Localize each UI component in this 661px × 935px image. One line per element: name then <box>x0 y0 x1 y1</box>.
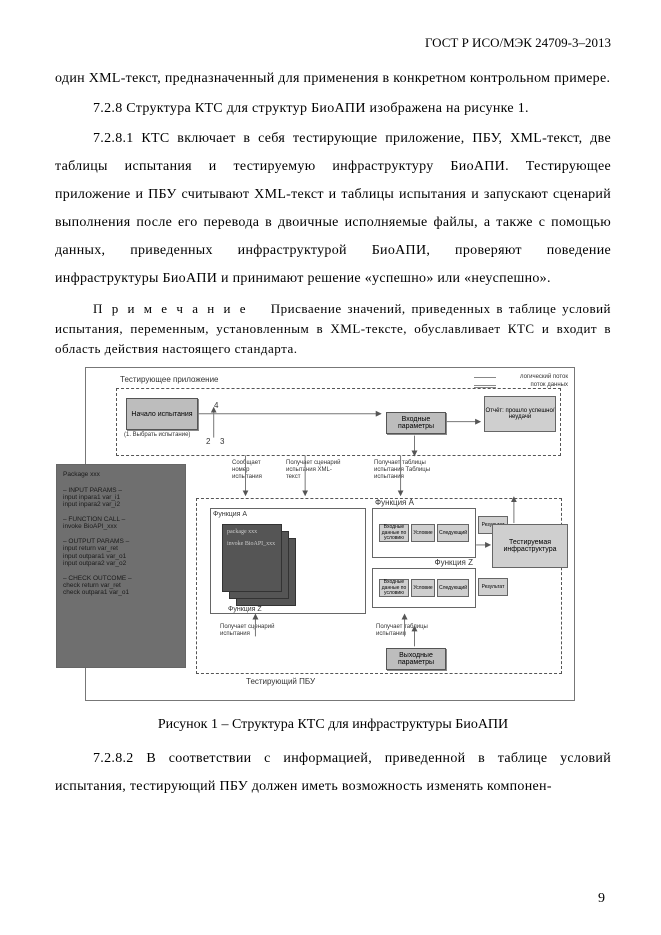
tested-infra: Тестируемая инфраструктура <box>492 524 568 568</box>
pkg-out: – OUTPUT PARAMS – input return var_ret i… <box>63 538 129 567</box>
func-z-right: Функция Z Входные данные по условию Усло… <box>372 568 476 608</box>
doc-number: ГОСТ Р ИСО/МЭК 24709-3–2013 <box>55 35 611 51</box>
figure-caption: Рисунок 1 – Структура КТС для инфраструк… <box>55 717 611 733</box>
func-a-right-label: Функция A <box>375 499 414 508</box>
package-panel: Package xxx – INPUT PARAMS – input inpar… <box>56 464 186 668</box>
page-number: 9 <box>598 891 605 907</box>
note-label: П р и м е ч а н и е <box>93 301 248 316</box>
legend-line1-icon <box>474 377 496 378</box>
cell-in-cond: Входные данные по условию <box>379 524 409 542</box>
para-7-2-8-2: 7.2.8.2 В соответствии с информацией, пр… <box>55 745 611 801</box>
para-7-2-8-1: 7.2.8.1 КТС включает в себя тестирующие … <box>55 125 611 293</box>
output-params-box: Выходные параметры <box>386 648 446 670</box>
get-scenario-2: Получает сценарий испытания <box>220 624 290 637</box>
cell-in-cond2: Входные данные по условию <box>379 579 409 597</box>
get-tables-2: Получает таблицы испытания <box>376 624 446 637</box>
cell-cond: Условие <box>411 524 435 542</box>
start-box: Начало испытания <box>126 398 198 430</box>
figure-1: Тестирующее приложение логический поток … <box>85 367 575 701</box>
num-4: 4 <box>214 402 218 411</box>
note: П р и м е ч а н и е Присваение значений,… <box>55 299 611 359</box>
legend-data: поток данных <box>530 382 568 389</box>
start-sub: (1. Выбрать испытание) <box>124 432 190 439</box>
func-a-label: Функция A <box>213 511 247 519</box>
para-7-2-8: 7.2.8 Структура КТС для структур БиоАПИ … <box>55 95 611 123</box>
input-params-box: Входные параметры <box>386 412 446 434</box>
msg-num: Сообщает номер испытания <box>232 460 278 480</box>
num-3: 3 <box>220 438 224 447</box>
num-2: 2 <box>206 438 210 447</box>
cell-next: Следующий <box>437 524 469 542</box>
legend-logic: логический поток <box>520 374 568 381</box>
pkg-in: – INPUT PARAMS – input inpara1 var_i1 in… <box>63 487 122 508</box>
stack-inv: invoke BioAPI_xxx <box>227 541 277 547</box>
func-a-right: Функция A Входные данные по условию Усло… <box>372 508 476 558</box>
cell-cond2: Условие <box>411 579 435 597</box>
stack-pkg: package xxx <box>227 529 277 535</box>
pbu-label: Тестирующий ПБУ <box>246 678 315 687</box>
page: ГОСТ Р ИСО/МЭК 24709-3–2013 один XML-тек… <box>0 0 661 935</box>
get-scenario: Получает сценарий испытания XML-текст <box>286 460 342 480</box>
cell-next2: Следующий <box>437 579 469 597</box>
func-z-right-label: Функция Z <box>435 559 474 568</box>
func-z-label-small: Функция Z <box>228 606 262 614</box>
pkg-title: Package xxx <box>63 471 100 478</box>
cell-res2: Результат <box>478 578 508 596</box>
get-tables: Получает таблицы испытания Таблицы испыт… <box>374 460 444 480</box>
pkg-fn: – FUNCTION CALL – invoke BioAPI_xxx <box>63 516 125 530</box>
testing-app-label: Тестирующее приложение <box>120 376 219 385</box>
pkg-chk: – CHECK OUTCOME – check return var_ret c… <box>63 575 132 596</box>
figure-wrap: Тестирующее приложение логический поток … <box>55 367 611 701</box>
report-box: Отчёт: прошло успешно/ неудачи <box>484 396 556 432</box>
para-continuation: один XML-текст, предназначенный для прим… <box>55 65 611 93</box>
legend-line2-icon <box>474 385 496 388</box>
